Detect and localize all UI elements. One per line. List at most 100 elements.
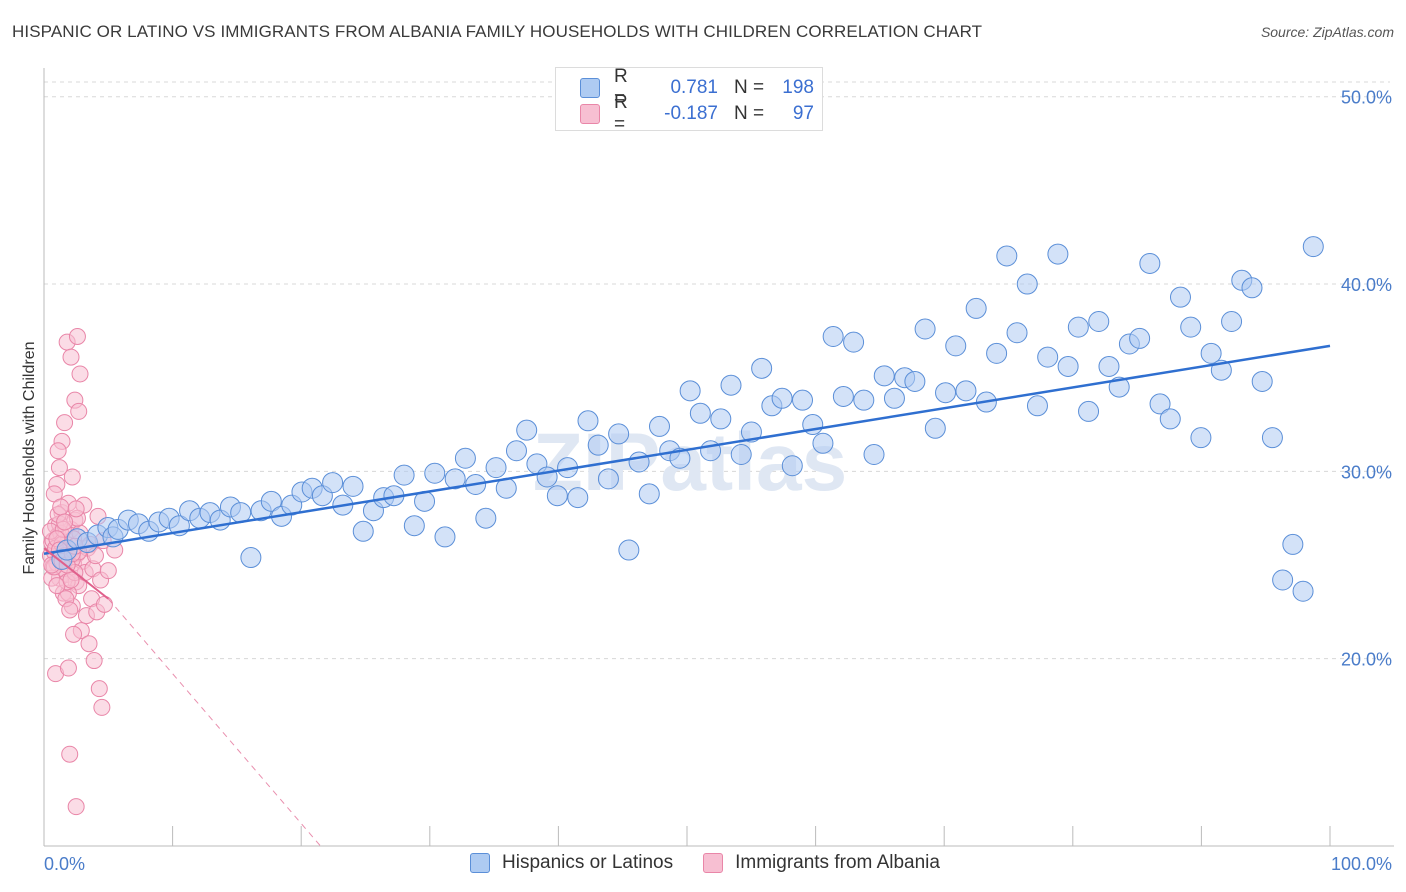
data-point-albania (99, 562, 117, 580)
data-point-hispanic (781, 455, 803, 477)
data-point-hispanic (720, 374, 742, 396)
data-point-albania (67, 798, 85, 816)
data-point-albania (56, 414, 74, 432)
data-point-hispanic (812, 432, 834, 454)
data-point-hispanic (1169, 286, 1191, 308)
data-point-hispanic (1200, 342, 1222, 364)
data-point-hispanic (628, 451, 650, 473)
trend-line-hispanic (43, 344, 1331, 556)
data-point-hispanic (1221, 311, 1243, 333)
data-point-hispanic (240, 547, 262, 569)
data-point-albania (52, 498, 70, 516)
data-point-hispanic (1241, 277, 1263, 299)
data-point-hispanic (260, 490, 282, 512)
legend-r-value: 0.781 (670, 77, 718, 98)
data-point-hispanic (935, 382, 957, 404)
data-point-hispanic (955, 380, 977, 402)
data-point-albania (71, 365, 89, 383)
data-point-hispanic (424, 462, 446, 484)
data-point-hispanic (853, 389, 875, 411)
data-point-hispanic (832, 385, 854, 407)
legend-swatch-blue (580, 78, 600, 98)
data-point-hispanic (1251, 370, 1273, 392)
source-credit: Source: ZipAtlas.com (1260, 24, 1394, 40)
data-point-hispanic (1098, 355, 1120, 377)
data-point-hispanic (1026, 395, 1048, 417)
data-point-hispanic (1159, 408, 1181, 430)
data-point-hispanic (669, 447, 691, 469)
data-point-hispanic (710, 408, 732, 430)
data-point-hispanic (1006, 322, 1028, 344)
data-point-hispanic (863, 444, 885, 466)
data-point-albania (93, 698, 111, 716)
data-point-hispanic (689, 402, 711, 424)
series-legend: Hispanics or Latinos Immigrants from Alb… (470, 852, 970, 874)
data-point-hispanic (454, 447, 476, 469)
trend-lines (43, 344, 1331, 847)
data-point-hispanic (546, 485, 568, 507)
x-tick-label: 0.0% (44, 854, 85, 874)
data-point-hispanic (1261, 427, 1283, 449)
data-point-albania (80, 635, 98, 653)
data-point-hispanic (1057, 355, 1079, 377)
data-point-hispanic (536, 466, 558, 488)
legend-item-label: Immigrants from Albania (735, 852, 940, 873)
data-point-albania (56, 513, 74, 531)
data-point-hispanic (679, 380, 701, 402)
data-point-hispanic (996, 245, 1018, 267)
trend-line-albania (43, 547, 109, 600)
data-point-hispanic (1282, 533, 1304, 555)
data-point-albania (50, 459, 68, 477)
data-point-albania (65, 625, 83, 643)
data-point-hispanic (1037, 346, 1059, 368)
data-point-hispanic (843, 331, 865, 353)
data-point-albania (68, 327, 86, 345)
data-point-albania (90, 680, 108, 698)
data-point-hispanic (914, 318, 936, 340)
legend-item-albania[interactable]: Immigrants from Albania (703, 852, 940, 874)
data-point-hispanic (1139, 252, 1161, 274)
y-tick-label: 20.0% (1341, 650, 1392, 670)
trend-line-albania-extension (107, 598, 321, 847)
data-point-hispanic (771, 387, 793, 409)
legend-item-hispanic[interactable]: Hispanics or Latinos (470, 852, 673, 874)
data-point-albania (49, 442, 67, 460)
data-point-albania (61, 601, 79, 619)
data-point-hispanic (485, 457, 507, 479)
y-tick-label: 40.0% (1341, 275, 1392, 295)
data-point-hispanic (322, 472, 344, 494)
data-point-hispanic (1108, 376, 1130, 398)
data-point-hispanic (1190, 427, 1212, 449)
data-point-hispanic (730, 444, 752, 466)
data-point-hispanic (567, 487, 589, 509)
y-tick-label: 30.0% (1341, 462, 1392, 482)
data-point-hispanic (1180, 316, 1202, 338)
legend-n-label: N = (734, 103, 765, 124)
data-point-hispanic (1067, 316, 1089, 338)
data-point-hispanic (751, 357, 773, 379)
data-point-hispanic (904, 370, 926, 392)
data-point-hispanic (1016, 273, 1038, 295)
legend-swatch-blue (470, 853, 490, 873)
data-point-albania (59, 659, 77, 677)
legend-n-value: 97 (792, 103, 814, 124)
correlation-legend: R = 0.781 N = 198 R = -0.187 N = 97 (555, 66, 823, 135)
data-point-albania (67, 500, 85, 518)
series-hispanic-points (51, 236, 1324, 602)
grid-lines (44, 81, 1390, 660)
data-point-hispanic (230, 502, 252, 524)
legend-row-hispanic: R = 0.781 N = 198 (580, 66, 814, 109)
legend-swatch-pink (580, 104, 600, 124)
data-point-hispanic (924, 417, 946, 439)
data-point-hispanic (945, 335, 967, 357)
legend-r-label: R = (614, 92, 628, 135)
data-point-hispanic (475, 507, 497, 529)
legend-n-label: N = (734, 77, 765, 98)
legend-r-label: R = (614, 66, 628, 109)
data-point-hispanic (883, 387, 905, 409)
data-point-hispanic (986, 342, 1008, 364)
data-point-hispanic (1272, 569, 1294, 591)
y-axis-label: Family Households with Children (21, 342, 38, 575)
data-point-hispanic (1078, 400, 1100, 422)
